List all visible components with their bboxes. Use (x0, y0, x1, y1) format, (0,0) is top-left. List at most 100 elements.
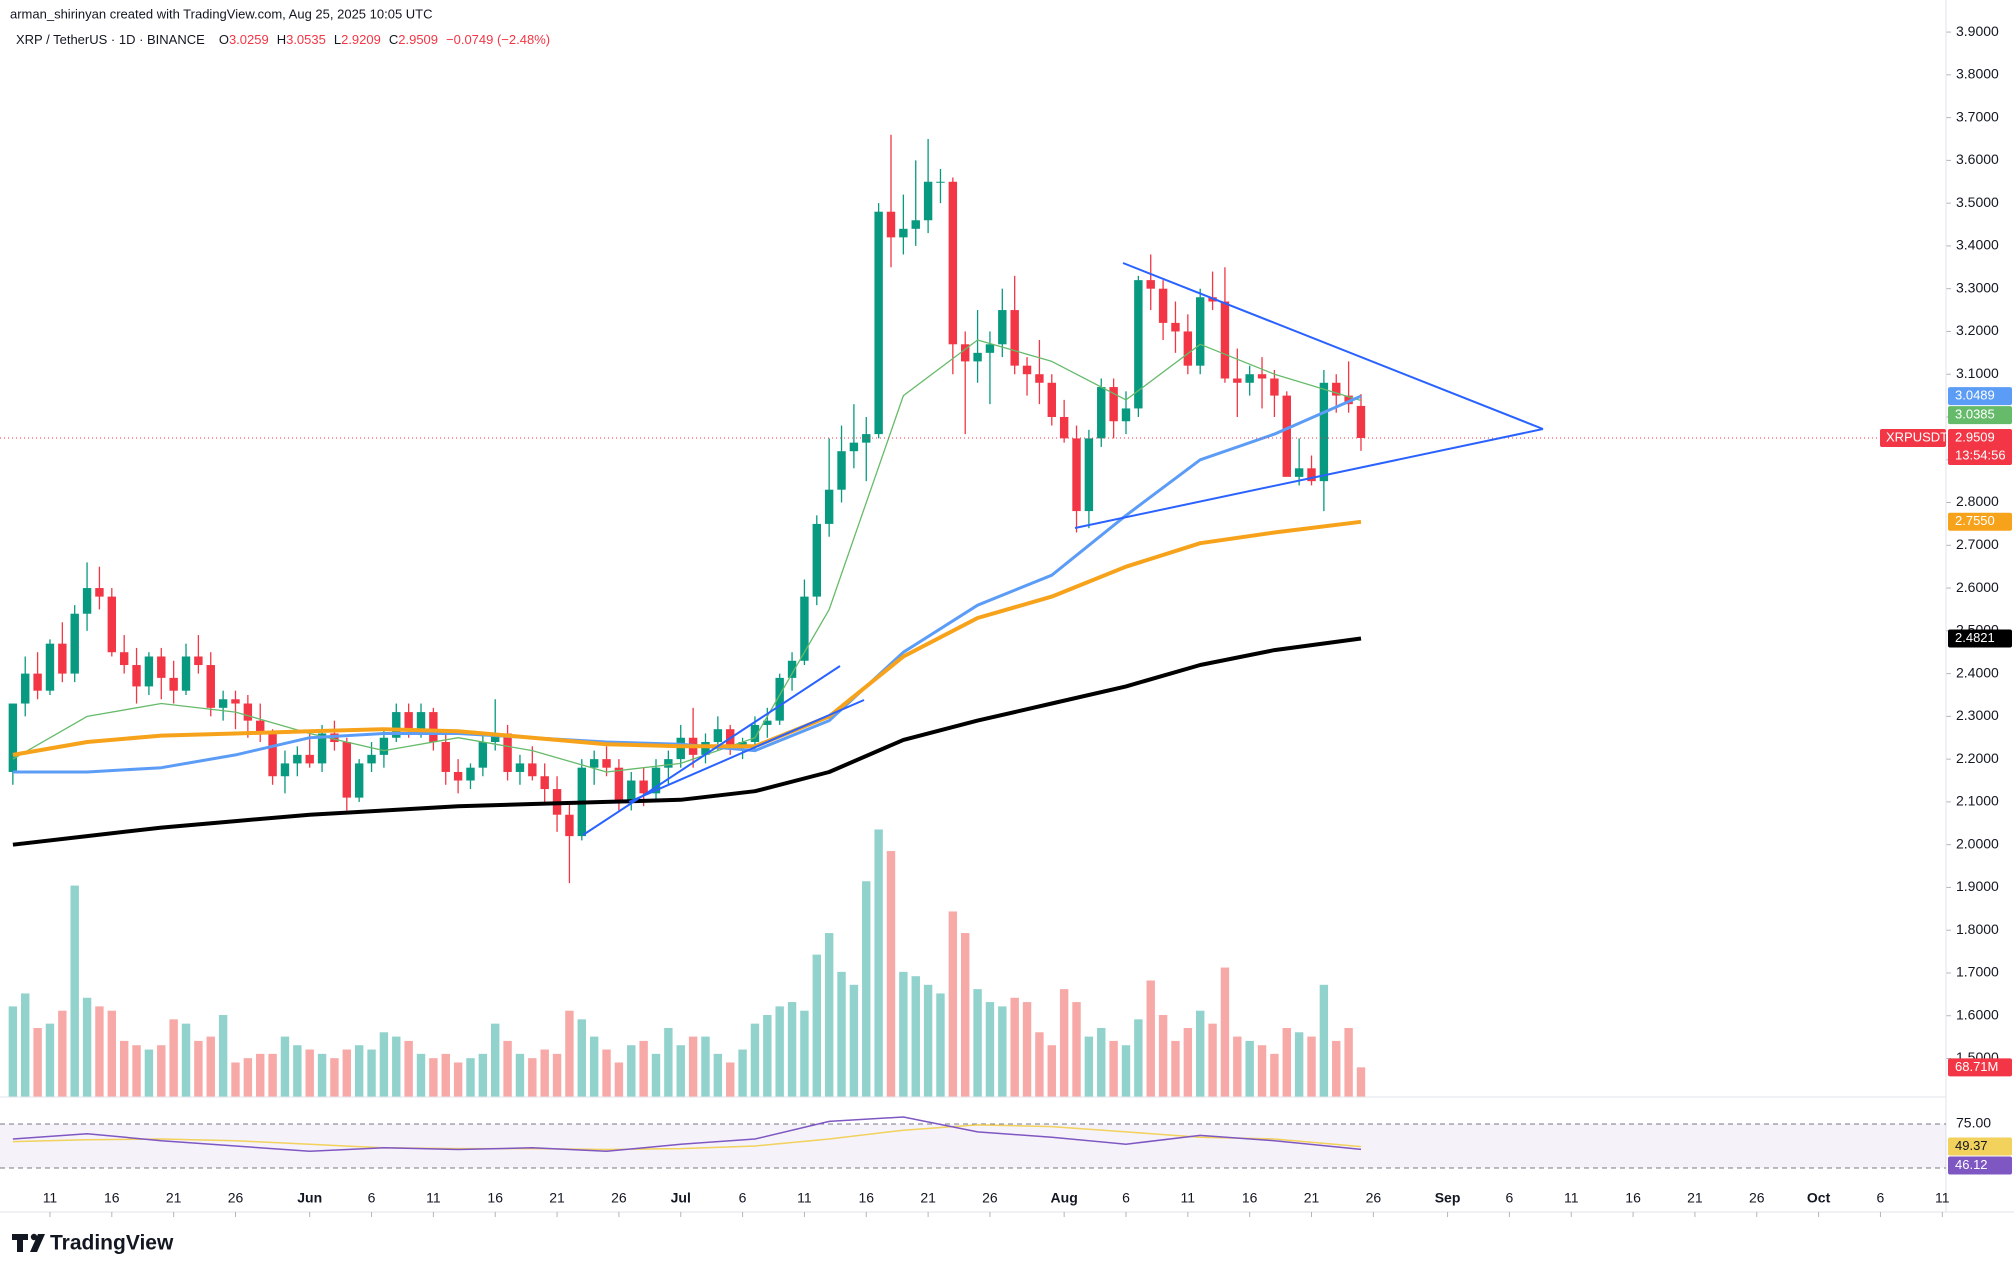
candle-body (639, 780, 648, 794)
candle-body (886, 211, 896, 238)
y-tick-label: 3.7000 (1956, 108, 1999, 124)
candle-body (589, 759, 599, 768)
volume-bar (726, 1062, 735, 1097)
volume-bar (701, 1036, 710, 1097)
volume-bar (837, 971, 846, 1097)
volume-bar (70, 885, 79, 1097)
price-tag: 2.9509 (1955, 429, 1995, 444)
x-tick-label: 11 (797, 1190, 812, 1206)
volume-bar (1134, 1019, 1143, 1097)
y-tick-label: 3.2000 (1956, 322, 1999, 338)
candle-body (1158, 288, 1168, 323)
ohlc-label: H (277, 32, 286, 47)
symbol-tag: XRPUSDT (1886, 429, 1948, 444)
candle-body (1220, 301, 1230, 379)
volume-bar (627, 1045, 636, 1097)
y-tick-label: 2.6000 (1956, 579, 1999, 595)
volume-bar (1146, 980, 1155, 1097)
volume-bar (948, 911, 958, 1097)
volume-bar (1171, 1040, 1180, 1097)
ohlc-value: 3.0535 (286, 32, 326, 47)
trend-lines (582, 262, 1544, 836)
candle-body (800, 596, 809, 661)
volume-bar (750, 1023, 760, 1097)
y-tick-label: 3.1000 (1956, 365, 1999, 381)
x-tick-label: Jul (671, 1190, 691, 1206)
volume-bar (528, 1058, 537, 1097)
x-tick-label: 6 (1506, 1190, 1514, 1206)
volume-bar (651, 1053, 661, 1097)
candle-body (256, 720, 265, 734)
volume-bar (849, 984, 859, 1097)
volume-bar (1195, 1010, 1205, 1097)
volume-bar (862, 881, 871, 1097)
candle-body (429, 712, 438, 743)
volume-bar (589, 1036, 599, 1097)
x-tick-label: 21 (920, 1190, 936, 1206)
candle-body (1022, 365, 1032, 375)
volume-bar (565, 1010, 574, 1097)
volume-bar (280, 1036, 290, 1097)
candle-body (849, 442, 859, 452)
candle-body (144, 656, 154, 687)
candle-body (1047, 382, 1056, 417)
volume-bar (1245, 1040, 1254, 1097)
candle-body (82, 588, 92, 614)
y-tick-label: 3.4000 (1956, 237, 1999, 253)
candle-body (1195, 297, 1205, 366)
volume-bar (552, 1053, 562, 1097)
volume-bar (911, 976, 920, 1097)
candle-body (1332, 382, 1341, 396)
candle-body (1072, 438, 1081, 512)
rsi-ma-tag: 49.37 (1955, 1138, 1988, 1153)
x-tick-label: Aug (1051, 1190, 1078, 1206)
volume-bar (800, 1010, 809, 1097)
candle-body (206, 665, 215, 708)
volume-bar (961, 933, 970, 1097)
rsi-line (12, 1116, 1362, 1153)
ohlc-value: 2.9509 (398, 32, 438, 47)
volume-bar (132, 1045, 141, 1097)
x-tick-label: 6 (1122, 1190, 1130, 1206)
volume-bar (602, 1049, 611, 1097)
y-tick-label: 2.3000 (1956, 707, 1999, 723)
candle-body (392, 712, 401, 738)
volume-bar (664, 1027, 673, 1097)
volume-bar (1282, 1027, 1291, 1097)
candle-body (1171, 322, 1180, 332)
moving-average (12, 339, 1362, 773)
volume-bar (540, 1049, 549, 1097)
volume-bar (58, 1010, 67, 1097)
volume-bar (256, 1053, 265, 1097)
volume-bar (293, 1045, 302, 1097)
volume-bar (936, 993, 945, 1097)
x-tick-label: 11 (426, 1190, 441, 1206)
candle-body (441, 742, 450, 772)
volume-bar (639, 1040, 648, 1097)
candle-body (973, 352, 982, 362)
volume-bar (812, 954, 821, 1097)
candle-body (21, 673, 30, 704)
volume-bar (738, 1049, 747, 1097)
candle-body (478, 742, 488, 768)
volume-bar (392, 1036, 401, 1097)
candle-body (33, 673, 42, 691)
price-pane (0, 31, 1951, 1097)
x-tick-label: Oct (1807, 1190, 1831, 1206)
volume-bar (429, 1058, 438, 1097)
volume-bar (21, 993, 30, 1097)
volume-bar (1208, 1023, 1217, 1097)
volume-bar (144, 1049, 154, 1097)
y-tick-label: 1.6000 (1956, 1006, 1999, 1022)
volume-bar (441, 1053, 450, 1097)
volume-bar (95, 1006, 104, 1097)
volume-bar (973, 989, 982, 1097)
ma-tag-bg (1948, 512, 2012, 531)
rsi-tag-bg (1948, 1156, 2012, 1175)
candle-body (824, 489, 834, 524)
candle-body (169, 677, 178, 691)
volume-bar (923, 984, 933, 1097)
x-tick-label: 26 (228, 1190, 244, 1206)
candle-body (936, 181, 945, 183)
